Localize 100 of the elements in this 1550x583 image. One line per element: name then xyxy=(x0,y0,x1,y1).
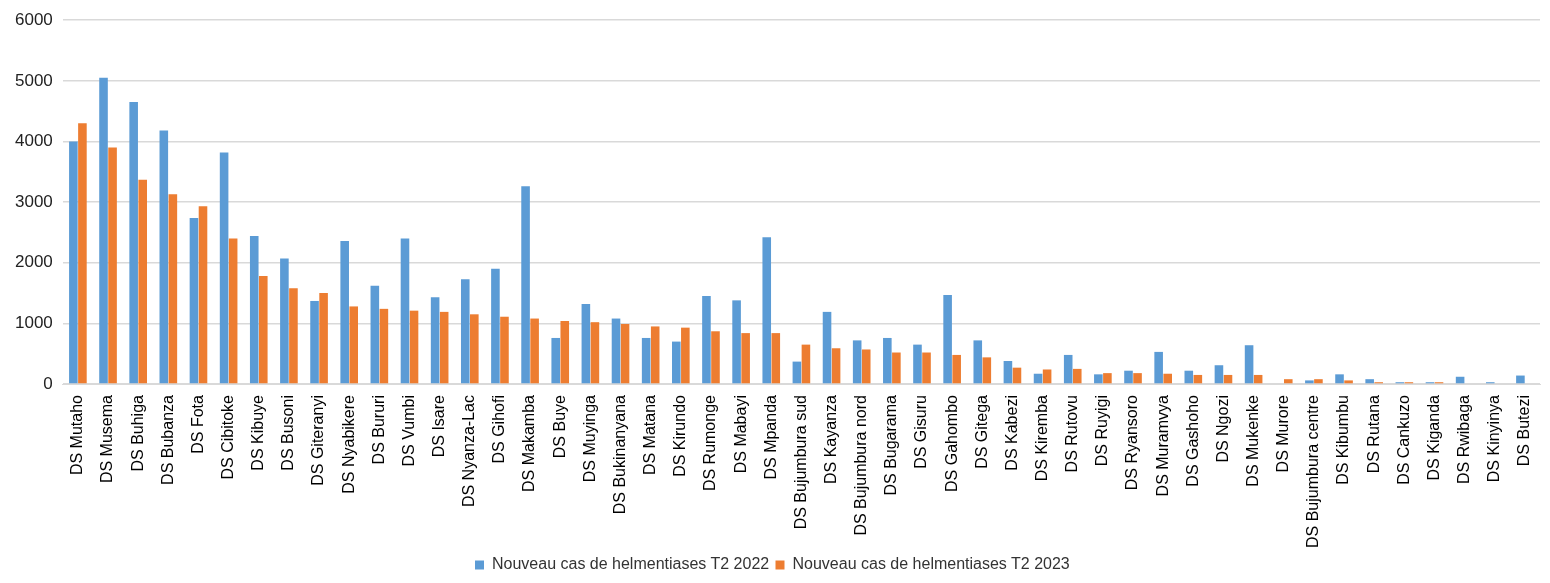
bar xyxy=(792,361,802,384)
x-tick-label: DS Cankuzo xyxy=(1394,394,1412,485)
bar xyxy=(801,344,811,384)
bar xyxy=(1133,373,1142,384)
bar xyxy=(310,300,319,384)
x-tick-label: DS Gahombo xyxy=(942,394,960,492)
bar xyxy=(530,318,539,384)
x-tick-label: DS Ruyigi xyxy=(1093,395,1111,467)
bar xyxy=(982,357,992,384)
bar xyxy=(439,311,449,384)
bar xyxy=(741,333,750,384)
bar xyxy=(943,294,952,384)
bar xyxy=(168,194,178,384)
bar xyxy=(1094,374,1103,384)
bar xyxy=(400,238,410,384)
bar xyxy=(831,348,841,384)
x-tick-label: DS Kirundo xyxy=(671,394,689,477)
x-tick-label: DS Kiganda xyxy=(1424,394,1442,481)
bar xyxy=(259,276,268,384)
bar xyxy=(702,296,711,384)
bar xyxy=(78,123,87,384)
bar xyxy=(1072,368,1082,384)
bar xyxy=(470,314,479,384)
bar xyxy=(349,306,359,384)
x-tick-label: DS Rumonge xyxy=(701,394,719,492)
bar xyxy=(108,147,117,384)
bar xyxy=(228,238,238,384)
x-tick-label: DS Kiremba xyxy=(1032,394,1050,482)
bar xyxy=(1154,351,1163,384)
bar xyxy=(620,324,630,384)
x-tick-label: DS Butezi xyxy=(1515,395,1533,467)
bar xyxy=(771,333,781,384)
y-tick-label: 0 xyxy=(43,373,53,393)
x-tick-label: DS Mukenke xyxy=(1244,394,1262,487)
bar xyxy=(913,344,922,384)
bar xyxy=(952,354,961,384)
y-tick-label: 3000 xyxy=(14,191,53,211)
bar xyxy=(581,303,591,384)
y-tick-label: 2000 xyxy=(14,252,53,272)
bar xyxy=(922,352,931,384)
bar xyxy=(409,310,419,384)
bar xyxy=(1214,365,1224,384)
bar xyxy=(892,352,901,384)
x-tick-label: DS Matana xyxy=(641,394,659,476)
x-tick-label: DS Cibitoke xyxy=(219,394,237,480)
bar xyxy=(1012,367,1022,384)
x-tick-label: DS Kibumbu xyxy=(1334,395,1352,485)
bar xyxy=(370,285,380,384)
x-tick-label: DS Gitega xyxy=(972,394,990,469)
x-tick-label: DS Muramvya xyxy=(1153,394,1171,497)
x-tick-label: DS Bujumbura sud xyxy=(791,395,809,530)
bar xyxy=(1163,373,1172,384)
bar xyxy=(1184,370,1194,384)
bar xyxy=(319,293,328,384)
x-tick-label: DS Gihofi xyxy=(490,395,508,464)
x-tick-label: DS Bujumbura nord xyxy=(852,395,870,536)
bar xyxy=(1314,379,1323,384)
x-tick-label: DS Bujumbura centre xyxy=(1304,394,1322,549)
x-tick-label: DS Murore xyxy=(1274,394,1292,473)
x-tick-label: DS Rutana xyxy=(1364,394,1382,474)
bar xyxy=(711,331,720,384)
bar xyxy=(69,141,78,384)
x-tick-label: DS Kabezi xyxy=(1002,395,1020,471)
bar xyxy=(672,341,681,384)
bar xyxy=(1283,379,1293,384)
bar xyxy=(159,130,169,384)
bar xyxy=(1335,374,1344,384)
x-tick-label: DS Mabayi xyxy=(731,395,749,474)
bar xyxy=(249,236,259,384)
x-tick-label: DS Fota xyxy=(188,394,206,454)
bar xyxy=(500,316,509,384)
bar xyxy=(129,102,138,384)
bar xyxy=(822,311,832,384)
bar xyxy=(138,179,147,384)
x-tick-label: DS Musema xyxy=(98,394,116,484)
y-tick-label: 6000 xyxy=(14,9,53,29)
x-tick-label: DS Giteranyi xyxy=(309,395,327,486)
x-tick-label: DS Buye xyxy=(550,394,568,459)
x-tick-label: DS Isare xyxy=(430,394,448,458)
bar xyxy=(1344,380,1353,384)
bar xyxy=(1516,375,1525,384)
bar xyxy=(1103,373,1112,384)
x-tick-label: DS Buhiga xyxy=(128,394,146,472)
bar xyxy=(289,288,298,384)
bar xyxy=(1042,369,1052,384)
x-tick-label: DS Vumbi xyxy=(399,395,417,467)
bar xyxy=(641,337,651,384)
x-tick-label: DS Nyabikere xyxy=(339,394,357,494)
bar xyxy=(611,318,621,384)
bar xyxy=(340,240,349,384)
bar xyxy=(681,327,690,384)
bar xyxy=(560,320,570,384)
bar xyxy=(973,340,983,384)
x-tick-label: DS Bubanza xyxy=(158,394,176,485)
legend-label: Nouveau cas de helmentiases T2 2023 xyxy=(792,555,1070,573)
x-tick-label: DS Busoni xyxy=(279,395,297,471)
y-tick-label: 4000 xyxy=(14,131,53,151)
x-tick-label: DS Mutaho xyxy=(68,394,86,476)
x-tick-label: DS Bukinanyana xyxy=(610,394,628,515)
x-tick-label: DS Gashoho xyxy=(1183,394,1201,487)
